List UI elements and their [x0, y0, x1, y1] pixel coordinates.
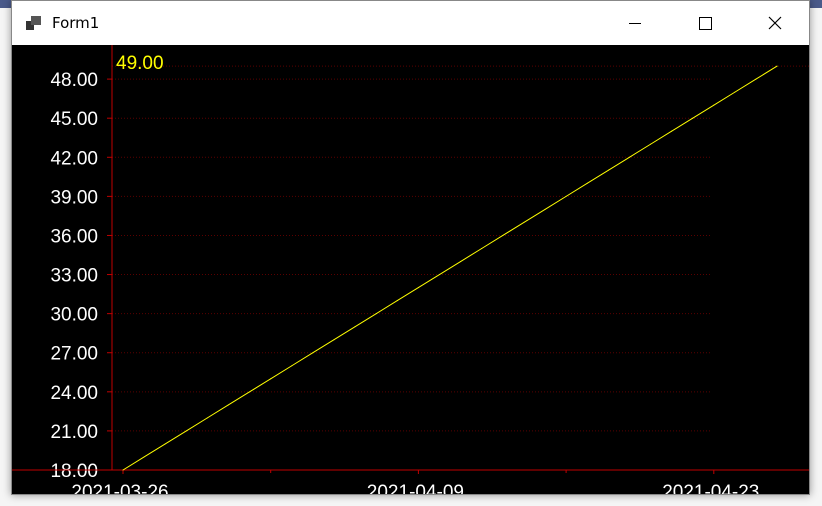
data-point — [270, 378, 272, 380]
y-tick-label: 18.00 — [50, 461, 98, 482]
data-point — [122, 469, 124, 471]
data-point — [143, 456, 145, 458]
data-point — [628, 156, 630, 158]
x-tick-label: 2021-03-26 — [71, 482, 168, 494]
data-point — [776, 65, 778, 67]
y-tick-label: 30.00 — [50, 305, 98, 326]
line-chart: 18.00 21.00 24.00 27.00 30.00 33.00 36.00 39.00… — [12, 45, 809, 494]
data-point — [375, 313, 377, 315]
title-bar[interactable]: Form1 — [12, 1, 809, 45]
data-point — [565, 195, 567, 197]
data-point — [586, 182, 588, 184]
form1-window: Form1 18.00 21.00 24.00 27.00 30.00 33.00 36.0… — [11, 0, 810, 495]
data-point — [734, 91, 736, 93]
y-tick-label: 42.00 — [50, 148, 98, 169]
data-point — [312, 352, 314, 354]
data-point — [439, 274, 440, 276]
y-tick-label: 24.00 — [50, 383, 98, 404]
data-point — [650, 143, 651, 145]
data-point — [523, 221, 525, 223]
data-point — [185, 430, 187, 432]
close-button[interactable] — [752, 1, 798, 45]
data-point — [713, 104, 715, 106]
data-point — [607, 169, 609, 171]
y-tick-label: 27.00 — [50, 344, 98, 365]
maximize-icon — [698, 16, 712, 30]
y-tick-label: 33.00 — [50, 266, 98, 287]
data-point — [333, 339, 335, 341]
data-point — [481, 247, 483, 249]
data-point — [164, 443, 166, 445]
data-point — [354, 326, 356, 328]
data-point — [291, 365, 293, 367]
data-point — [460, 261, 462, 263]
data-point — [755, 78, 757, 80]
window-title: Form1 — [52, 14, 100, 32]
x-tick-label: 2021-04-23 — [662, 482, 759, 494]
close-icon — [768, 16, 782, 30]
maximize-button[interactable] — [682, 1, 728, 45]
data-point — [502, 234, 504, 236]
data-point — [671, 130, 673, 132]
y-tick-label: 21.00 — [50, 422, 98, 443]
minimize-button[interactable] — [612, 1, 658, 45]
data-point — [206, 417, 208, 419]
data-point — [692, 117, 694, 119]
last-value-label: 49.00 — [116, 53, 164, 74]
data-point — [249, 391, 251, 393]
data-series-line — [122, 65, 778, 471]
data-point — [396, 300, 398, 302]
data-point — [544, 208, 546, 210]
y-tick-label: 36.00 — [50, 226, 98, 247]
y-tick-label: 45.00 — [50, 109, 98, 130]
data-point — [417, 287, 419, 289]
x-tick-label: 2021-04-09 — [367, 482, 464, 494]
data-point — [228, 404, 229, 406]
y-tick-label: 48.00 — [50, 70, 98, 91]
app-window-icon — [26, 15, 42, 31]
minimize-icon — [629, 22, 641, 24]
y-tick-label: 39.00 — [50, 187, 98, 208]
